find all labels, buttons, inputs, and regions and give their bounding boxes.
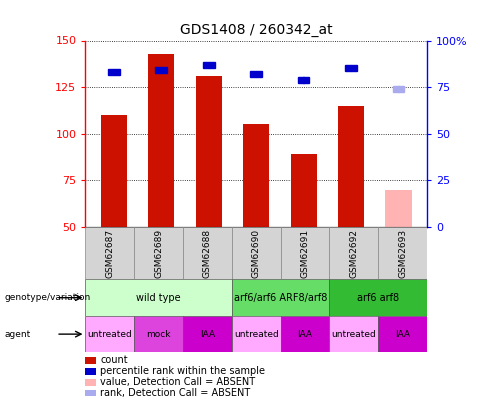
Text: percentile rank within the sample: percentile rank within the sample xyxy=(100,367,265,376)
Bar xyxy=(134,227,183,279)
Bar xyxy=(85,227,134,279)
Text: IAA: IAA xyxy=(200,330,215,339)
Bar xyxy=(232,316,281,352)
Text: value, Detection Call = ABSENT: value, Detection Call = ABSENT xyxy=(100,377,255,387)
Text: GSM62687: GSM62687 xyxy=(105,228,114,278)
Bar xyxy=(134,316,183,352)
Bar xyxy=(148,53,174,227)
Text: GSM62688: GSM62688 xyxy=(203,228,212,278)
Bar xyxy=(196,76,222,227)
Bar xyxy=(329,227,378,279)
Text: GSM62693: GSM62693 xyxy=(398,228,407,278)
Bar xyxy=(85,316,134,352)
Text: genotype/variation: genotype/variation xyxy=(5,293,91,302)
Text: arf6/arf6 ARF8/arf8: arf6/arf6 ARF8/arf8 xyxy=(234,293,327,303)
Bar xyxy=(85,279,232,316)
Text: GSM62690: GSM62690 xyxy=(252,228,261,278)
Text: IAA: IAA xyxy=(298,330,312,339)
Text: count: count xyxy=(100,356,128,365)
Text: untreated: untreated xyxy=(331,330,376,339)
Bar xyxy=(290,154,317,227)
Text: rank, Detection Call = ABSENT: rank, Detection Call = ABSENT xyxy=(100,388,250,398)
Bar xyxy=(338,106,364,227)
Bar xyxy=(281,227,329,279)
Text: GSM62692: GSM62692 xyxy=(349,229,358,277)
Bar xyxy=(101,115,127,227)
Text: GSM62689: GSM62689 xyxy=(154,228,163,278)
Bar xyxy=(329,279,427,316)
Bar xyxy=(378,227,427,279)
Text: mock: mock xyxy=(146,330,171,339)
Title: GDS1408 / 260342_at: GDS1408 / 260342_at xyxy=(180,23,332,37)
Bar xyxy=(232,279,329,316)
Bar xyxy=(378,316,427,352)
Bar xyxy=(232,227,281,279)
Bar xyxy=(183,316,232,352)
Text: untreated: untreated xyxy=(234,330,279,339)
Text: IAA: IAA xyxy=(395,330,410,339)
Text: untreated: untreated xyxy=(87,330,132,339)
Bar xyxy=(183,227,232,279)
Text: wild type: wild type xyxy=(136,293,181,303)
Text: GSM62691: GSM62691 xyxy=(301,228,309,278)
Bar xyxy=(386,190,411,227)
Bar xyxy=(281,316,329,352)
Text: agent: agent xyxy=(5,330,31,339)
Text: arf6 arf8: arf6 arf8 xyxy=(357,293,399,303)
Bar xyxy=(329,316,378,352)
Bar xyxy=(243,124,269,227)
